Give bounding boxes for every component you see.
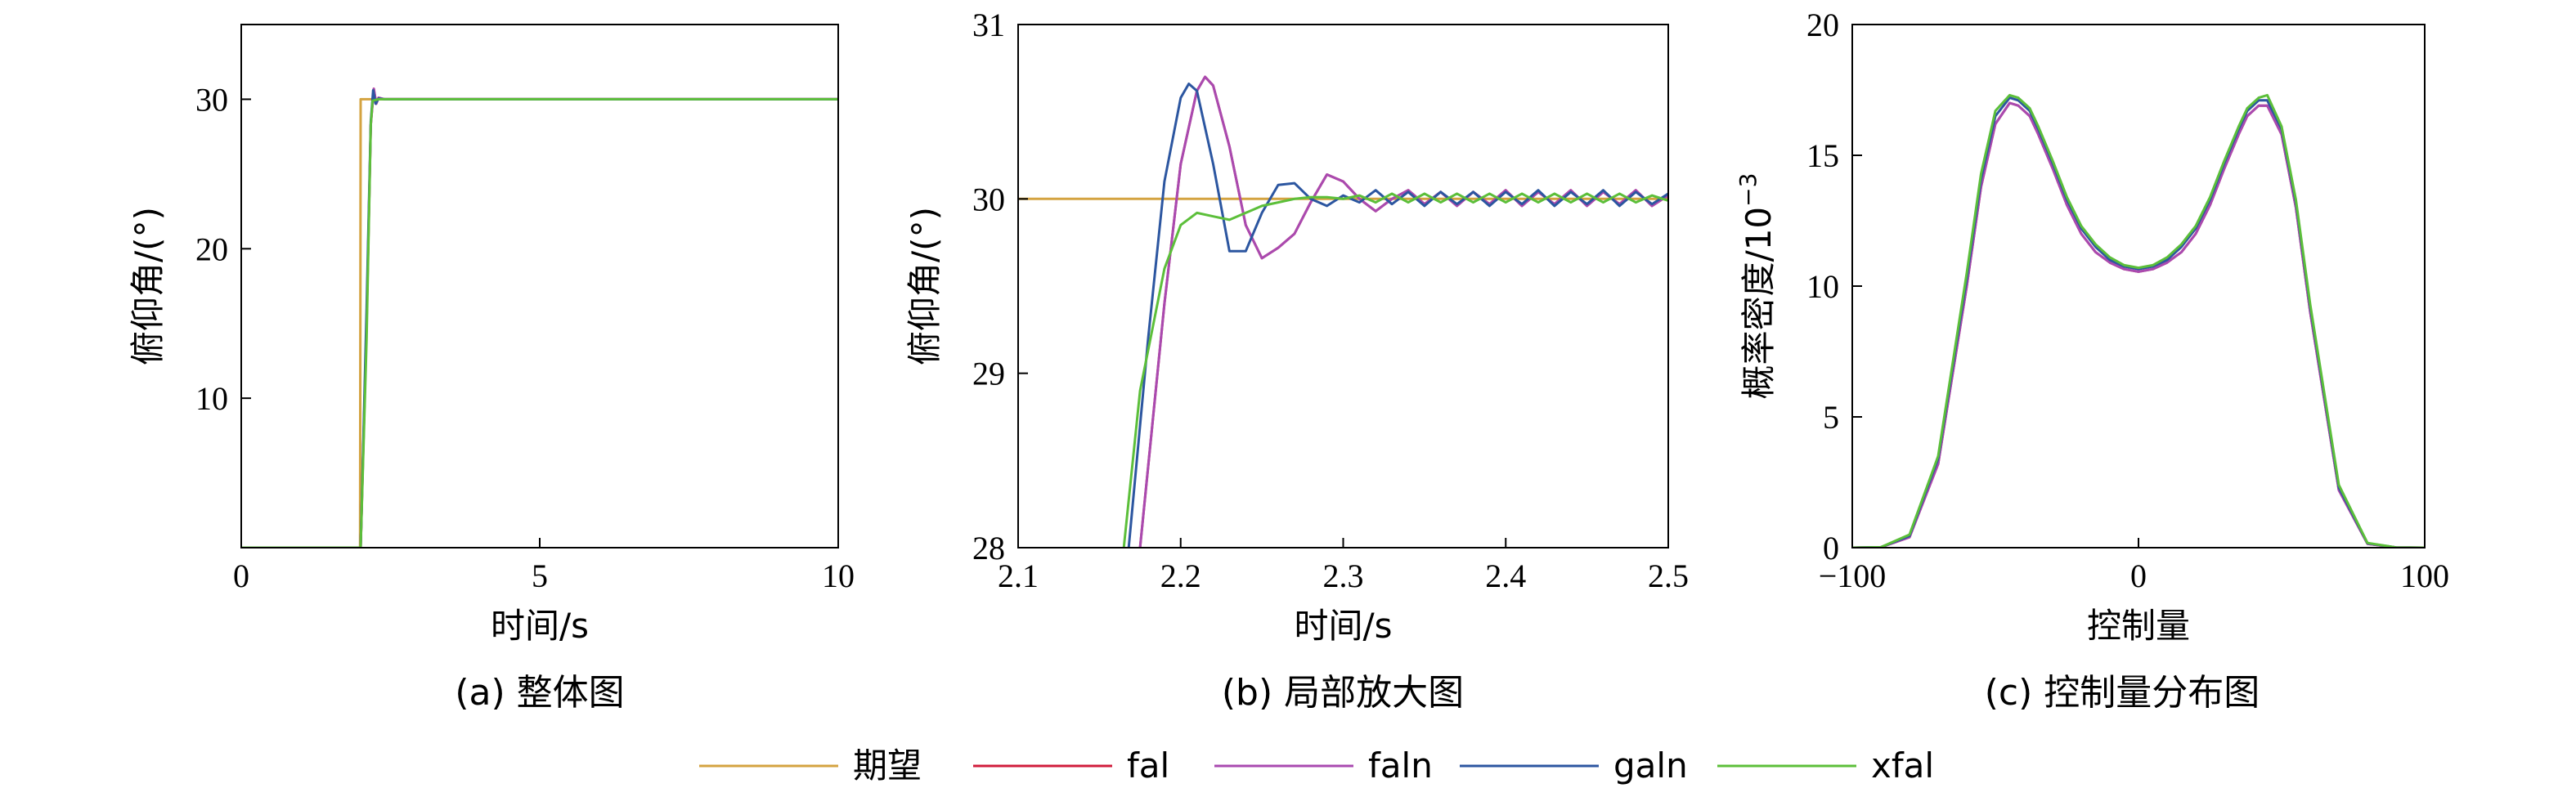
y-tick-label: 30 [195,81,228,118]
x-tick-label: 2.2 [1160,557,1201,594]
y-axis-label: 俯仰角/(°) [904,207,945,365]
legend-item-galn: galn [1460,746,1688,786]
y-tick-label: 29 [972,356,1005,392]
series-line-faln [1138,75,1668,548]
legend-item-xfal: xfal [1717,746,1934,786]
series-line-galn [1127,83,1668,548]
x-axis-label: 时间/s [1294,606,1392,646]
legend-item-期望: 期望 [699,746,922,786]
series-group [1018,75,1668,548]
plot-frame [1017,24,1669,548]
series-line-faln [241,87,838,548]
x-tick-label: 5 [532,557,548,594]
legend-label: galn [1613,746,1688,786]
y-tick-label: 0 [1823,530,1839,566]
y-tick-label: 20 [195,231,228,267]
y-axis-label: 俯仰角/(°) [128,207,168,365]
chart-panel-1: 0 5 10 10 20 30 时间/s 俯仰角/(°) (a) 整体图 [128,24,855,714]
legend-item-faln: faln [1214,746,1433,786]
series-line-xfal [241,97,838,548]
x-tick-label: 10 [822,557,855,594]
x-tick-label: 2.3 [1323,557,1364,594]
y-tick-label: 30 [972,181,1005,217]
series-line-fal [241,87,838,548]
panel-caption: (c) 控制量分布图 [1985,672,2260,714]
x-tick-label: 2.1 [998,557,1039,594]
legend-label: xfal [1871,746,1934,786]
legend-item-fal: fal [973,746,1169,786]
x-tick-label: 2.4 [1485,557,1526,594]
series-line-xfal [1122,192,1668,548]
series-line-galn [241,89,838,548]
series-group [241,87,838,548]
y-tick-label: 5 [1823,399,1839,436]
x-tick-label: 0 [233,557,249,594]
legend-label: fal [1127,746,1169,786]
y-tick-label: 15 [1806,137,1839,174]
y-tick-label: 28 [972,530,1005,566]
legend-label: 期望 [853,746,922,786]
series-line-fal [1138,75,1668,548]
panel-caption: (a) 整体图 [455,672,624,714]
x-tick-label: −100 [1819,557,1887,594]
y-tick-label: 10 [1806,268,1839,305]
y-tick-label: 31 [972,7,1005,43]
chart-panel-2: 2.1 2.2 2.3 2.4 2.5 28 29 30 31 时间/s 俯仰角/(°) (b) 局部… [904,7,1689,714]
y-tick-label: 10 [195,380,228,417]
y-tick-label: 20 [1806,7,1839,43]
x-tick-label: 0 [2130,557,2147,594]
legend: 期望 fal faln galn xfal [699,746,1934,786]
panel-caption: (b) 局部放大图 [1222,672,1464,714]
x-tick-label: 2.5 [1648,557,1689,594]
x-axis-label: 控制量 [2087,606,2190,646]
x-axis-label: 时间/s [491,606,589,646]
legend-label: faln [1368,746,1433,786]
x-tick-label: 100 [2400,557,2449,594]
series-line-xfal [1852,93,2425,548]
series-group [1852,93,2425,548]
plot-frame [240,24,839,548]
plot-frame [1851,24,2426,548]
y-axis-label: 概率密度/10−3 [1735,173,1779,400]
series-line-期望 [241,97,838,548]
